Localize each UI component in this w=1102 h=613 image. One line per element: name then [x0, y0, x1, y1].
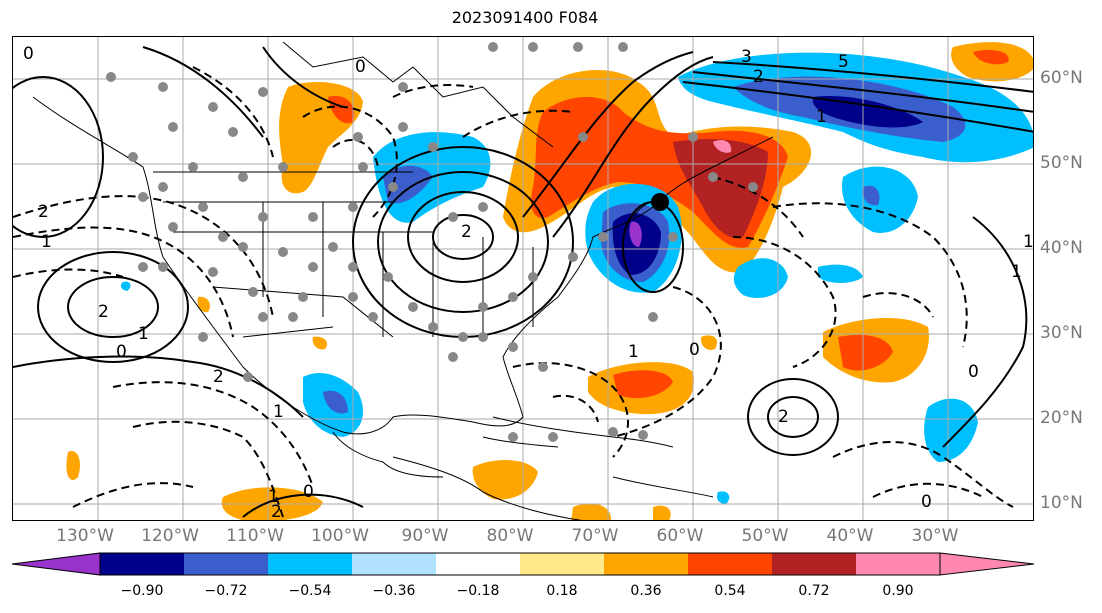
colorbar-segment: [772, 553, 856, 575]
contour-label: 2: [98, 302, 109, 322]
lat-label: 40°N: [1040, 238, 1083, 258]
lon-label: 60°W: [656, 526, 704, 546]
colorbar-segment: [520, 553, 604, 575]
colorbar-tick: −0.18: [456, 583, 500, 599]
contour-label: 5: [838, 52, 849, 72]
contour-label: 0: [921, 492, 932, 512]
colorbar-tick: 0.18: [546, 583, 578, 599]
lon-label: 120°W: [141, 526, 199, 546]
contour-label: 2: [753, 67, 764, 87]
colorbar-segment: [436, 553, 520, 575]
map-canvas: 0 2 3 2 5 0 1 2 1 0 2 1 2 0 1 2 1 0 2 1 …: [13, 37, 1034, 521]
colorbar-segment: [688, 553, 772, 575]
contour-label: 0: [303, 482, 314, 502]
anomaly-shading: [66, 42, 1033, 520]
contour-label: 1: [138, 324, 149, 344]
contour-label: 2: [271, 502, 282, 521]
colorbar-tick: 0.90: [882, 583, 914, 599]
contour-label: 1: [816, 107, 827, 127]
lon-label: 30°W: [911, 526, 959, 546]
lat-label: 10°N: [1040, 493, 1083, 513]
contour-label: 2: [213, 367, 224, 387]
lat-label: 60°N: [1040, 68, 1083, 88]
contour-label: 3: [741, 47, 752, 67]
lat-label: 30°N: [1040, 323, 1083, 343]
colorbar-tick: −0.54: [288, 583, 332, 599]
contour-label: 1: [41, 232, 52, 252]
contour-label: 0: [116, 342, 127, 362]
colorbar-tick: 0.54: [714, 583, 746, 599]
contour-label: 1: [268, 487, 279, 507]
contour-label: 0: [968, 362, 979, 382]
lon-label: 100°W: [311, 526, 369, 546]
contour-label: 2: [38, 202, 49, 222]
lat-label: 50°N: [1040, 153, 1083, 173]
contour-label: 0: [689, 340, 700, 360]
station-dots: [106, 42, 758, 442]
contour-label: 0: [355, 57, 366, 77]
contour-label: 1: [1011, 262, 1022, 282]
colorbar-segment: [184, 553, 268, 575]
colorbar-segment: [268, 553, 352, 575]
colorbar-segment: [939, 552, 1035, 576]
colorbar-tick: −0.72: [204, 583, 248, 599]
map-panel: 0 2 3 2 5 0 1 2 1 0 2 1 2 0 1 2 1 0 2 1 …: [12, 36, 1034, 521]
lon-label: 50°W: [741, 526, 789, 546]
contour-lines: [13, 46, 1033, 518]
colorbar-outline: [99, 552, 941, 576]
contour-label: 1: [273, 402, 284, 422]
colorbar-tick: 0.72: [798, 583, 830, 599]
lon-label: 70°W: [571, 526, 619, 546]
lon-label: 110°W: [226, 526, 284, 546]
contour-label: 1: [628, 342, 639, 362]
lon-label: 40°W: [826, 526, 874, 546]
colorbar: [11, 552, 1035, 576]
contour-label: 0: [23, 44, 34, 64]
map-title: 2023091400 F084: [451, 8, 599, 27]
colorbar-segment: [100, 553, 184, 575]
colorbar-tick: −0.90: [120, 583, 164, 599]
contour-label-group: 0 2 3 2 5 0 1 2 1 0 2 1 2 0 1 2 1 0 2 1 …: [23, 44, 1034, 521]
colorbar-segment: [352, 553, 436, 575]
contour-label: 1: [1023, 232, 1034, 252]
contour-label: 2: [778, 407, 789, 427]
colorbar-tick: −0.36: [372, 583, 416, 599]
colorbar-tick: 0.36: [630, 583, 662, 599]
colorbar-segment: [604, 553, 688, 575]
lon-label: 80°W: [486, 526, 534, 546]
hurricane-marker: [651, 193, 669, 211]
colorbar-segment: [11, 552, 101, 576]
colorbar-segment: [856, 553, 940, 575]
contour-label: 2: [461, 222, 472, 242]
lat-label: 20°N: [1040, 408, 1083, 428]
lon-label: 130°W: [56, 526, 114, 546]
lon-label: 90°W: [401, 526, 449, 546]
